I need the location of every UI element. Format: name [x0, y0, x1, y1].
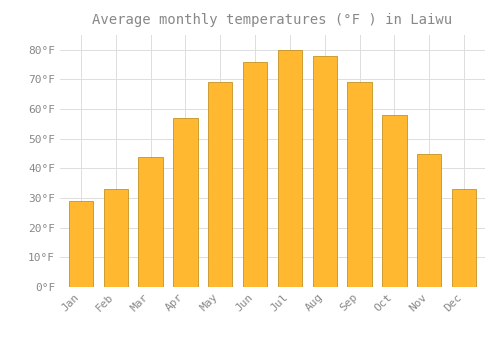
Bar — [348, 83, 372, 287]
Bar — [243, 62, 268, 287]
Bar — [278, 50, 302, 287]
Bar — [173, 118, 198, 287]
Bar — [208, 83, 233, 287]
Bar — [68, 201, 93, 287]
Bar — [452, 189, 476, 287]
Bar — [138, 156, 163, 287]
Title: Average monthly temperatures (°F ) in Laiwu: Average monthly temperatures (°F ) in La… — [92, 13, 452, 27]
Bar — [312, 56, 337, 287]
Bar — [382, 115, 406, 287]
Bar — [104, 189, 128, 287]
Bar — [417, 154, 442, 287]
